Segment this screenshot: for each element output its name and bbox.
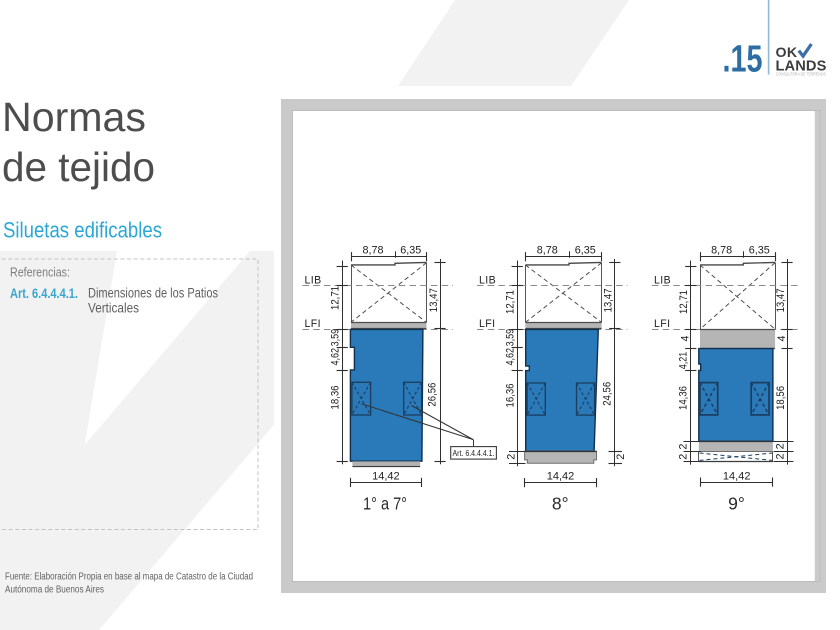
svg-text:3,59: 3,59 xyxy=(504,329,516,347)
svg-text:LFI: LFI xyxy=(654,318,671,330)
svg-text:1° a 7°: 1° a 7° xyxy=(363,494,407,514)
svg-text:Normas: Normas xyxy=(2,94,146,140)
svg-text:12,71: 12,71 xyxy=(329,286,341,310)
svg-text:.15: .15 xyxy=(723,39,763,81)
svg-text:2: 2 xyxy=(678,454,690,460)
svg-text:Referencias:: Referencias: xyxy=(10,266,70,280)
svg-text:2: 2 xyxy=(774,453,786,459)
svg-text:2: 2 xyxy=(615,454,627,460)
svg-text:Art. 6.4.4.4.1.: Art. 6.4.4.4.1. xyxy=(453,449,495,458)
svg-text:4,62: 4,62 xyxy=(504,348,516,366)
svg-text:26,56: 26,56 xyxy=(426,383,438,407)
svg-text:6,35: 6,35 xyxy=(575,244,596,256)
svg-text:13,47: 13,47 xyxy=(775,288,787,312)
svg-text:Autónoma de Buenos Aires: Autónoma de Buenos Aires xyxy=(5,585,104,596)
svg-text:3,59: 3,59 xyxy=(329,329,341,347)
svg-text:14,36: 14,36 xyxy=(678,386,690,410)
svg-text:13,47: 13,47 xyxy=(603,288,615,312)
svg-text:Verticales: Verticales xyxy=(88,301,139,316)
svg-text:2: 2 xyxy=(506,454,518,460)
svg-text:16,36: 16,36 xyxy=(504,384,516,408)
svg-text:Art. 6.4.4.4.1.: Art. 6.4.4.4.1. xyxy=(10,286,78,301)
svg-text:4: 4 xyxy=(679,335,691,341)
svg-text:4: 4 xyxy=(776,335,788,341)
svg-text:14,42: 14,42 xyxy=(547,470,575,482)
svg-text:de tejido: de tejido xyxy=(2,144,155,190)
svg-text:4,21: 4,21 xyxy=(678,352,690,370)
svg-text:8,78: 8,78 xyxy=(711,244,732,256)
svg-text:Dimensiones de los Patios: Dimensiones de los Patios xyxy=(88,286,218,301)
svg-text:4,62: 4,62 xyxy=(329,348,341,366)
svg-text:8,78: 8,78 xyxy=(362,244,383,256)
svg-text:Siluetas edificables: Siluetas edificables xyxy=(3,218,162,243)
svg-text:9°: 9° xyxy=(728,494,745,514)
svg-text:6,35: 6,35 xyxy=(400,244,421,256)
svg-text:OK: OK xyxy=(776,45,798,61)
svg-text:24,56: 24,56 xyxy=(602,382,614,406)
svg-text:LFI: LFI xyxy=(479,318,496,330)
svg-text:12,71: 12,71 xyxy=(678,290,690,314)
svg-text:2: 2 xyxy=(774,443,786,449)
svg-text:6,35: 6,35 xyxy=(749,244,770,256)
svg-text:CONSULTORA DE TERRENOS: CONSULTORA DE TERRENOS xyxy=(776,71,826,76)
svg-text:14,42: 14,42 xyxy=(372,470,400,482)
svg-text:LANDS: LANDS xyxy=(776,58,827,74)
svg-text:14,42: 14,42 xyxy=(723,470,751,482)
svg-text:Fuente: Elaboración Propia en: Fuente: Elaboración Propia en base al ma… xyxy=(5,572,253,583)
svg-text:2: 2 xyxy=(678,444,690,450)
svg-text:LIB: LIB xyxy=(305,274,322,286)
svg-text:18,56: 18,56 xyxy=(775,386,787,410)
svg-text:12,71: 12,71 xyxy=(504,290,516,314)
svg-text:18,36: 18,36 xyxy=(329,386,341,410)
svg-text:8°: 8° xyxy=(552,494,569,514)
svg-text:8,78: 8,78 xyxy=(537,244,558,256)
svg-text:LIB: LIB xyxy=(654,274,671,286)
svg-text:LIB: LIB xyxy=(479,274,496,286)
svg-text:LFI: LFI xyxy=(305,318,322,330)
svg-text:13,47: 13,47 xyxy=(428,288,440,312)
